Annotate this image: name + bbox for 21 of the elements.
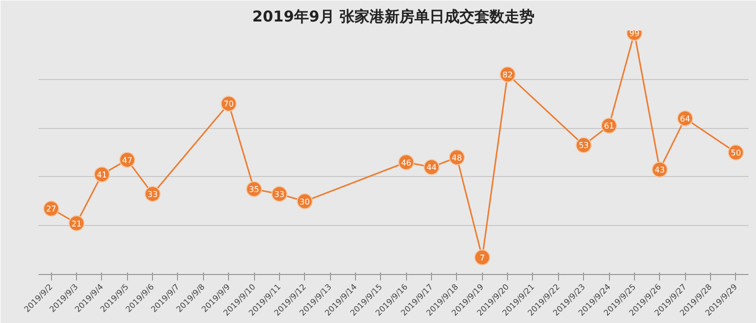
chart-title: 2019年9月 张家港新房单日成交套数走势 [252,8,535,26]
data-label: 82 [502,70,513,80]
data-label: 43 [654,166,665,175]
data-label: 27 [46,204,56,214]
data-label: 30 [300,197,310,206]
data-label: 33 [274,190,284,199]
data-label: 35 [248,185,260,194]
data-label: 46 [401,158,412,168]
data-label: 53 [578,141,589,150]
data-label: 41 [96,170,107,180]
data-label: 44 [426,163,437,172]
data-label: 64 [680,114,690,124]
data-label: 61 [604,122,614,131]
point [474,249,490,266]
data-label: 7 [480,253,485,262]
data-label: 33 [148,190,158,199]
data-label: 50 [730,148,741,158]
data-label: 48 [452,153,462,162]
data-label: 47 [122,156,132,165]
data-label: 21 [71,219,82,228]
data-label: 70 [224,100,234,109]
